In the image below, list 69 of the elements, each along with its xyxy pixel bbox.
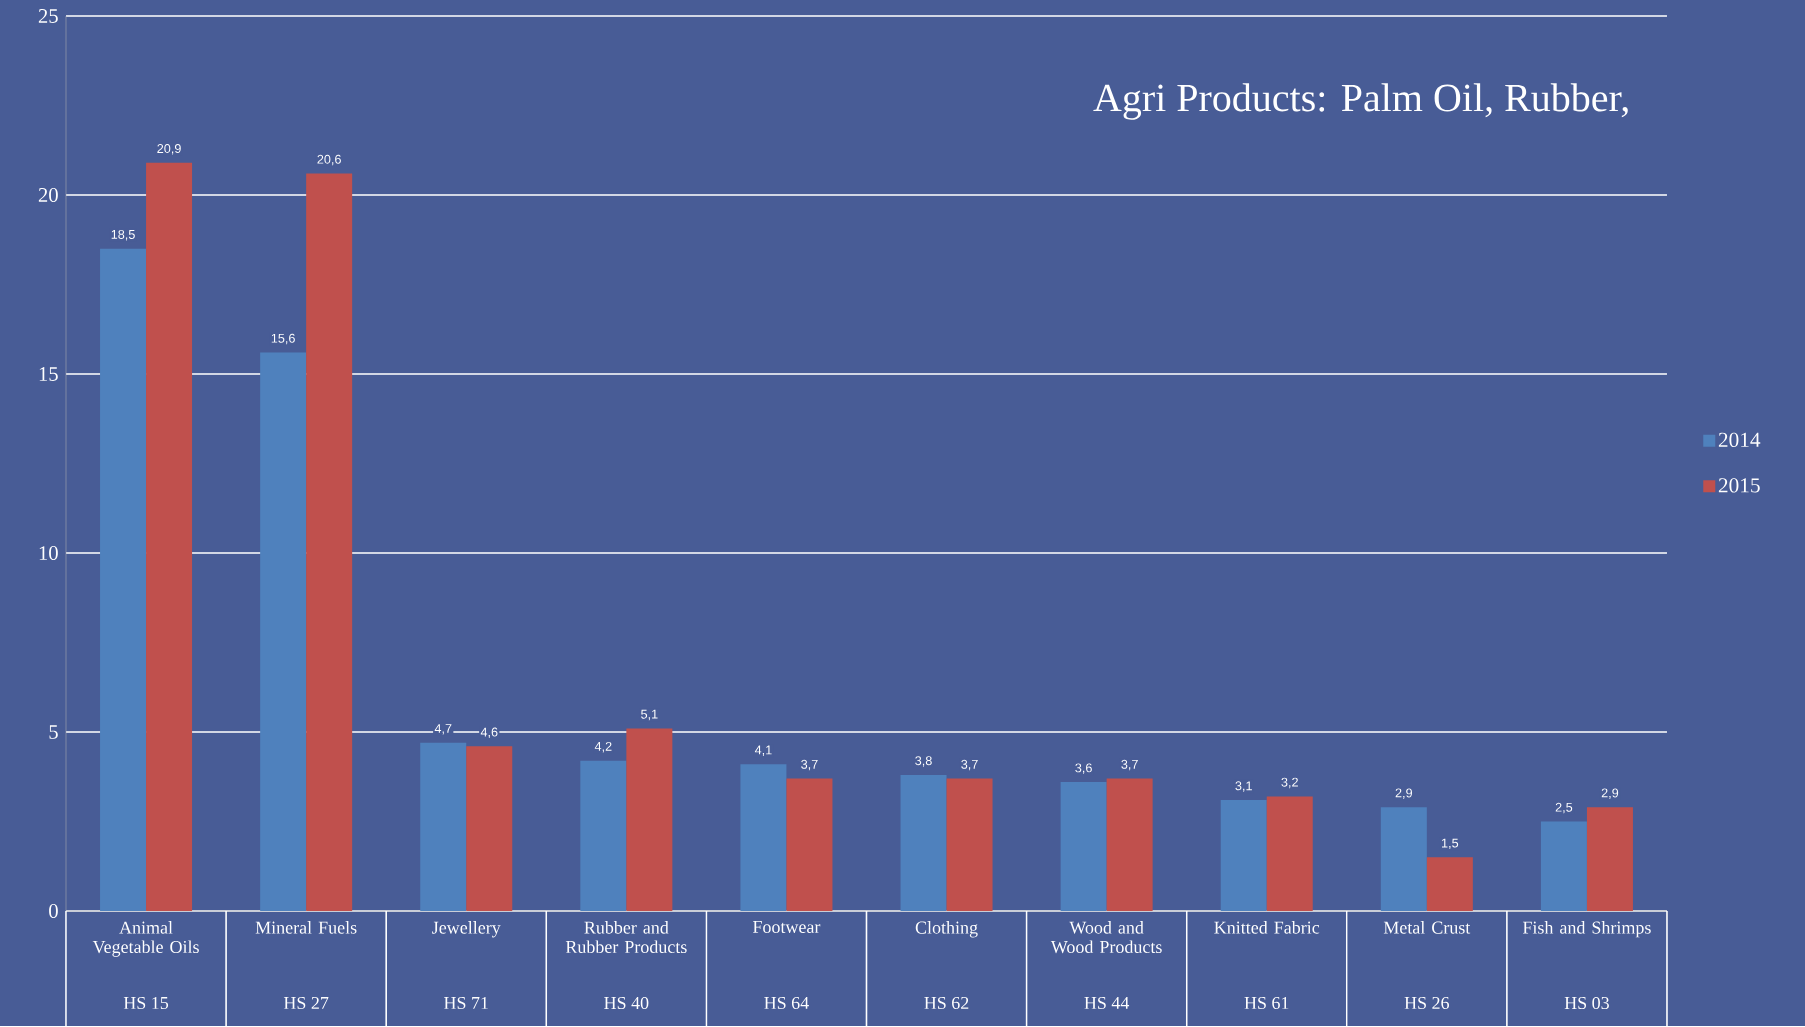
x-tick-label: Clothing — [915, 921, 978, 938]
data-label: 4,6 — [480, 727, 498, 739]
bar — [1106, 778, 1153, 912]
bar — [580, 760, 627, 912]
x-tick-label: Footwear — [752, 921, 821, 934]
x-tick-label: Wood and Wood Products — [1050, 921, 1162, 954]
x-tick-label: Mineral Fuels — [255, 921, 357, 934]
bar — [626, 728, 673, 912]
text: HS 03 — [1564, 997, 1609, 1010]
data-label: 3,7 — [801, 759, 818, 771]
data-label: 3,2 — [1281, 777, 1298, 789]
data-label: 3,7 — [961, 759, 978, 771]
bar — [900, 775, 947, 912]
data-label: 2,5 — [1555, 802, 1573, 814]
bar — [1380, 807, 1427, 912]
bar — [1540, 821, 1587, 912]
data-label: 4,7 — [434, 724, 452, 735]
x-tick-label: Fish and Shrimps — [1522, 921, 1651, 938]
data-label: 3,7 — [1121, 759, 1138, 771]
text: HS 71 — [444, 997, 488, 1010]
data-label: 3,8 — [915, 756, 932, 767]
bar — [100, 248, 147, 912]
data-label: 2,9 — [1601, 788, 1619, 800]
text: HS 61 — [1244, 997, 1289, 1010]
data-label: 20,6 — [317, 154, 341, 166]
data-label: 4,2 — [594, 742, 612, 753]
text: HS 27 — [283, 997, 329, 1010]
bar — [1586, 807, 1633, 912]
y-tick-label: 15 — [39, 367, 58, 382]
bar — [1426, 857, 1473, 912]
text: HS 62 — [924, 997, 969, 1010]
legend-label: 2015 — [1718, 478, 1760, 493]
bar — [786, 778, 833, 912]
bar — [466, 746, 513, 912]
bar — [946, 778, 993, 912]
bar — [420, 742, 467, 912]
x-tick-label: Animal Vegetable Oils — [92, 921, 199, 957]
text: HS 15 — [123, 997, 169, 1010]
text: HS 44 — [1084, 997, 1130, 1010]
data-label: 2,9 — [1395, 788, 1413, 800]
bar — [146, 162, 193, 912]
legend-label: 2014 — [1718, 432, 1761, 448]
bar — [306, 173, 353, 912]
y-tick-label: 20 — [38, 188, 58, 203]
data-label: 3,6 — [1075, 763, 1092, 774]
y-tick-label: 10 — [39, 546, 58, 561]
x-tick-label: Rubber and Rubber Products — [565, 921, 687, 954]
bar — [1220, 800, 1267, 912]
bar — [260, 352, 307, 912]
data-label: 15,6 — [271, 333, 295, 345]
x-tick-label: Metal Crust — [1383, 921, 1471, 934]
data-label: 3,1 — [1235, 781, 1252, 792]
text: HS 64 — [764, 997, 809, 1010]
text: HS 40 — [604, 997, 649, 1010]
x-tick-label: Jewellery — [432, 921, 501, 938]
data-label: 4,1 — [754, 745, 772, 757]
y-tick-label: 0 — [49, 904, 58, 919]
bar — [740, 764, 787, 912]
bar — [1266, 796, 1313, 912]
data-label: 18,5 — [111, 230, 135, 241]
data-label: 5,1 — [641, 709, 658, 721]
bar — [1060, 782, 1107, 912]
annotation: Agri Products: Palm Oil, Rubber, — [1093, 83, 1628, 120]
x-tick-label: Knitted Fabric — [1214, 921, 1320, 934]
data-label: 1,5 — [1442, 838, 1459, 850]
y-tick-label: 25 — [38, 9, 58, 24]
text: HS 26 — [1404, 997, 1450, 1010]
data-label: 20,9 — [157, 144, 181, 155]
y-tick-label: 5 — [49, 725, 58, 739]
